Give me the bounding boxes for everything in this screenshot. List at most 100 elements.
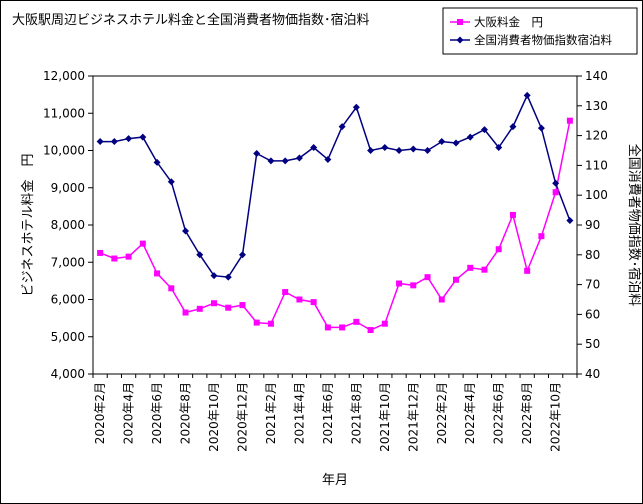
y-right-tick-label: 120 <box>585 129 608 143</box>
data-point-osaka <box>481 266 488 273</box>
data-point-osaka <box>196 305 203 312</box>
data-point-osaka <box>509 211 516 218</box>
data-point-cpi <box>552 179 560 187</box>
data-point-osaka <box>97 249 104 256</box>
data-point-osaka <box>168 285 175 292</box>
legend-entry-cpi: 全国消費者物価指数宿泊料 <box>450 33 612 47</box>
x-tick-label: 2020年2月 <box>93 382 107 444</box>
data-point-cpi <box>167 178 175 186</box>
x-tick-label: 2022年8月 <box>520 382 534 444</box>
x-tick-label: 2021年8月 <box>349 382 363 444</box>
data-point-cpi <box>509 123 517 131</box>
series-markers <box>96 91 574 334</box>
data-point-osaka <box>467 264 474 271</box>
data-point-cpi <box>495 144 503 152</box>
data-point-osaka <box>239 302 246 309</box>
data-point-cpi <box>110 138 118 146</box>
data-point-cpi <box>153 158 161 166</box>
data-point-cpi <box>566 217 574 225</box>
data-point-osaka <box>282 289 289 296</box>
data-point-cpi <box>324 155 332 163</box>
data-point-osaka <box>225 304 232 311</box>
y-left-tick-label: 9,000 <box>51 181 85 195</box>
data-point-cpi <box>352 103 360 111</box>
y-axis-right-label: 全国消費者物価指数･宿泊料 <box>626 144 642 307</box>
data-point-cpi <box>438 138 446 146</box>
x-tick-label: 2022年10月 <box>549 382 563 452</box>
x-tick-label: 2021年10月 <box>378 382 392 452</box>
legend-label-cpi: 全国消費者物価指数宿泊料 <box>474 33 612 47</box>
plot-area <box>92 75 578 375</box>
x-tick-label: 2022年2月 <box>435 382 449 444</box>
data-point-osaka <box>495 246 502 253</box>
data-point-cpi <box>224 273 232 281</box>
data-point-osaka <box>211 300 217 307</box>
data-point-osaka <box>396 280 403 287</box>
y-left-tick-label: 6,000 <box>51 293 85 307</box>
y-right-tick-label: 40 <box>585 367 600 381</box>
y-right-tick-label: 110 <box>585 158 608 172</box>
data-point-osaka <box>438 296 445 303</box>
data-point-cpi <box>267 157 275 165</box>
y-left-tick-label: 4,000 <box>51 367 85 381</box>
data-point-cpi <box>253 149 261 157</box>
data-point-cpi <box>466 133 474 141</box>
data-point-cpi <box>310 144 318 152</box>
y-right-tick-label: 130 <box>585 99 608 113</box>
y-axis-left: 4,000 5,000 6,000 7,000 8,000 9,000 10,000 11,0… <box>43 69 93 381</box>
data-point-osaka <box>453 276 459 283</box>
data-point-cpi <box>537 124 545 132</box>
data-point-cpi <box>523 91 531 99</box>
legend-box <box>442 7 638 55</box>
x-tick-label: 2020年8月 <box>179 382 193 444</box>
data-point-cpi <box>125 135 133 143</box>
data-point-osaka <box>154 270 161 277</box>
data-point-osaka <box>381 320 388 327</box>
x-tick-label: 2020年12月 <box>235 382 249 452</box>
data-point-osaka <box>125 253 132 260</box>
data-point-cpi <box>238 251 246 259</box>
chart-title: 大阪駅周辺ビジネスホテル料金と全国消費者物価指数･宿泊料 <box>12 12 370 28</box>
x-tick-label: 2020年10月 <box>207 382 221 452</box>
data-point-osaka <box>353 318 360 325</box>
legend-marker-osaka <box>457 19 463 25</box>
y-axis-right: 40 50 60 70 80 90 100 110 120 130 140 <box>577 69 608 381</box>
legend: 大阪料金 円 全国消費者物価指数宿泊料 <box>442 7 638 55</box>
data-point-osaka <box>267 320 274 327</box>
data-point-cpi <box>295 154 303 162</box>
data-point-cpi <box>139 133 147 141</box>
data-point-cpi <box>182 227 190 235</box>
legend-marker-cpi <box>456 36 464 44</box>
data-point-cpi <box>367 147 375 154</box>
y-left-tick-label: 10,000 <box>43 144 85 158</box>
data-point-osaka <box>424 274 431 281</box>
data-point-cpi <box>424 147 432 154</box>
x-tick-label: 2021年6月 <box>321 382 335 444</box>
y-right-tick-label: 80 <box>585 248 600 262</box>
series-line-1 <box>100 93 571 278</box>
x-tick-label: 2020年6月 <box>150 382 164 444</box>
data-point-osaka <box>552 189 559 196</box>
data-point-cpi <box>480 126 488 134</box>
x-axis-label: 年月 <box>322 473 348 488</box>
y-left-tick-label: 8,000 <box>51 218 85 232</box>
y-left-tick-label: 7,000 <box>51 255 85 269</box>
y-left-tick-label: 11,000 <box>43 106 85 120</box>
data-point-osaka <box>139 240 146 247</box>
data-point-osaka <box>524 267 531 274</box>
data-point-cpi <box>409 145 417 153</box>
series-line-0 <box>99 120 571 331</box>
series-lines <box>99 93 571 331</box>
y-left-tick-label: 12,000 <box>43 69 85 83</box>
x-tick-label: 2022年6月 <box>492 382 506 444</box>
data-point-osaka <box>111 255 118 262</box>
data-point-osaka <box>310 299 317 306</box>
x-tick-label: 2021年12月 <box>406 382 420 452</box>
x-tick-label: 2021年4月 <box>292 382 306 444</box>
y-right-tick-label: 70 <box>585 278 600 292</box>
data-point-cpi <box>96 138 104 146</box>
data-point-osaka <box>410 282 417 289</box>
x-tick-label: 2021年2月 <box>264 382 278 444</box>
data-point-osaka <box>367 327 374 334</box>
